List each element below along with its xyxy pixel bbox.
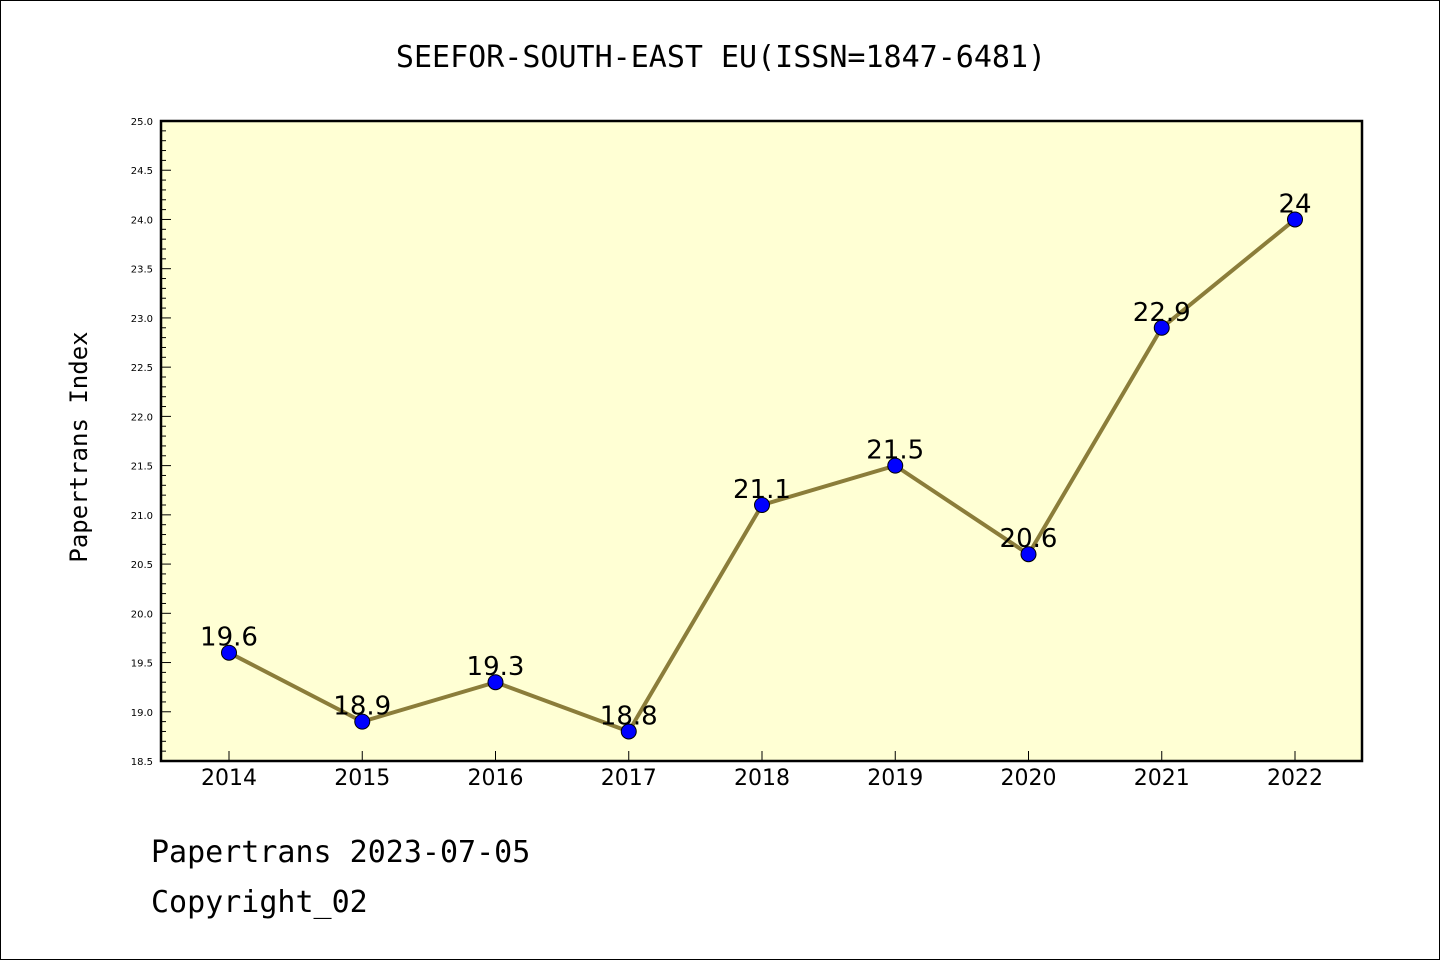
data-point	[620, 723, 637, 740]
y-tick-label: 20.5	[131, 560, 153, 571]
series-group: 19.6 18.9 19.3 18.8 21.1 21.5 20.6 22.9 24	[200, 189, 1312, 740]
data-label: 21.1	[733, 475, 791, 505]
y-tick-label: 20.0	[131, 609, 153, 620]
y-tick-label: 21.5	[131, 462, 153, 473]
x-tick-label: 2014	[201, 766, 257, 791]
x-tick-label: 2015	[334, 766, 390, 791]
data-point	[487, 674, 504, 691]
data-label: 21.5	[866, 436, 924, 466]
data-point	[1020, 546, 1037, 563]
data-label: 18.9	[333, 692, 391, 722]
y-tick-label: 19.0	[131, 708, 153, 719]
footer-date: Papertrans 2023-07-05	[151, 835, 531, 870]
y-tick-label: 21.0	[131, 511, 153, 522]
y-tick-label: 19.5	[131, 659, 153, 670]
y-tick-label: 23.5	[131, 265, 153, 276]
data-label: 18.8	[600, 701, 658, 731]
data-point	[221, 644, 237, 661]
data-point	[887, 457, 904, 474]
x-tick-label: 2021	[1134, 766, 1190, 791]
data-point	[354, 713, 371, 730]
x-tick-label: 2017	[601, 766, 657, 791]
data-label: 19.3	[467, 652, 525, 682]
data-point	[754, 497, 770, 513]
x-tick-label: 2016	[468, 766, 524, 791]
y-tick-label: 24.0	[131, 215, 153, 226]
y-tick-label: 23.0	[131, 314, 153, 325]
y-tick-label: 22.0	[131, 412, 153, 423]
data-label: 24	[1278, 189, 1311, 219]
data-label: 22.9	[1133, 298, 1191, 328]
y-axis-label: Papertrans Index	[65, 331, 93, 562]
x-tick-label: 2022	[1267, 766, 1323, 791]
y-tick-label: 22.5	[131, 363, 153, 374]
y-axis: 18.5 19.0 19.5 20.0 20.5 21.0 21.5 22.0 22.5 23.0…	[131, 117, 171, 768]
chart-title: SEEFOR-SOUTH-EAST EU(ISSN=1847-6481)	[396, 40, 1046, 75]
y-tick-label: 25.0	[131, 117, 153, 128]
data-point	[1287, 211, 1303, 228]
y-tick-label: 24.5	[131, 166, 153, 177]
x-tick-label: 2019	[867, 766, 923, 791]
x-tick-label: 2020	[1001, 766, 1057, 791]
x-tick-label: 2018	[734, 766, 790, 791]
plot-area	[159, 119, 1364, 763]
data-label: 19.6	[200, 623, 258, 653]
data-label: 20.6	[1000, 524, 1058, 554]
footer-copyright: Copyright_02	[151, 885, 368, 920]
data-point	[1153, 319, 1170, 336]
x-axis: 2014 2015 2016 2017 2018 2019 2020 2021 2022	[201, 751, 1323, 791]
y-tick-label: 18.5	[131, 757, 153, 768]
